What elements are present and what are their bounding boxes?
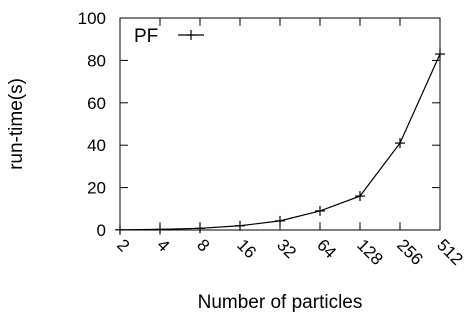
y-tick-label: 80 <box>87 51 106 70</box>
y-axis-title: run-time(s) <box>6 78 27 170</box>
data-point <box>435 49 445 60</box>
y-tick-label: 40 <box>87 136 106 155</box>
x-tick-label: 128 <box>353 235 386 268</box>
data-point <box>195 223 205 234</box>
legend-label-pf: PF <box>134 26 158 47</box>
data-point <box>115 224 125 235</box>
x-tick-label: 512 <box>433 235 466 268</box>
x-tick-label: 4 <box>153 235 173 255</box>
x-tick-label: 2 <box>113 235 133 255</box>
data-point <box>235 220 245 231</box>
x-tick-label: 64 <box>313 235 340 262</box>
data-point <box>395 138 405 149</box>
x-tick-label: 32 <box>273 235 300 262</box>
data-point <box>155 224 165 235</box>
x-axis-title: Number of particles <box>198 292 363 313</box>
data-point <box>355 191 365 202</box>
x-tick-label: 256 <box>393 235 426 268</box>
legend: PF <box>134 26 204 47</box>
series-layer <box>115 49 445 235</box>
y-tick-label: 20 <box>87 179 106 198</box>
y-tick-label: 100 <box>78 9 106 28</box>
plot-frame <box>119 17 441 231</box>
x-tick-label: 16 <box>233 235 260 262</box>
y-tick-label: 0 <box>97 221 106 240</box>
series-line-pf <box>119 53 441 231</box>
y-tick-label: 60 <box>87 94 106 113</box>
x-axis: 2 4 8 16 32 64 128 256 512 <box>113 18 466 269</box>
x-tick-label: 8 <box>193 235 213 255</box>
data-point <box>315 205 325 216</box>
legend-marker-pf <box>186 30 196 40</box>
y-axis: 0 20 40 60 80 100 <box>78 9 440 240</box>
data-point <box>275 215 285 226</box>
